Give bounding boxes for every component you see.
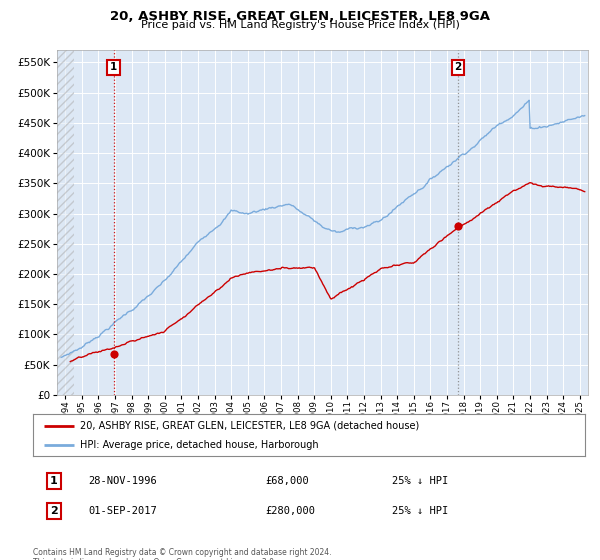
Text: 01-SEP-2017: 01-SEP-2017 — [88, 506, 157, 516]
Text: £280,000: £280,000 — [265, 506, 315, 516]
Text: £68,000: £68,000 — [265, 476, 308, 486]
Text: HPI: Average price, detached house, Harborough: HPI: Average price, detached house, Harb… — [80, 440, 319, 450]
Text: 2: 2 — [454, 63, 461, 72]
Text: 20, ASHBY RISE, GREAT GLEN, LEICESTER, LE8 9GA (detached house): 20, ASHBY RISE, GREAT GLEN, LEICESTER, L… — [80, 421, 419, 431]
Point — [109, 349, 118, 358]
Bar — [57, 50, 74, 395]
Text: 28-NOV-1996: 28-NOV-1996 — [88, 476, 157, 486]
Text: 25% ↓ HPI: 25% ↓ HPI — [392, 476, 448, 486]
Point — [453, 221, 463, 230]
Text: 2: 2 — [50, 506, 58, 516]
Text: Contains HM Land Registry data © Crown copyright and database right 2024.
This d: Contains HM Land Registry data © Crown c… — [33, 548, 331, 560]
Text: 1: 1 — [50, 476, 58, 486]
Text: 20, ASHBY RISE, GREAT GLEN, LEICESTER, LE8 9GA: 20, ASHBY RISE, GREAT GLEN, LEICESTER, L… — [110, 10, 490, 23]
Text: 1: 1 — [110, 63, 117, 72]
Text: Price paid vs. HM Land Registry's House Price Index (HPI): Price paid vs. HM Land Registry's House … — [140, 20, 460, 30]
Text: 25% ↓ HPI: 25% ↓ HPI — [392, 506, 448, 516]
